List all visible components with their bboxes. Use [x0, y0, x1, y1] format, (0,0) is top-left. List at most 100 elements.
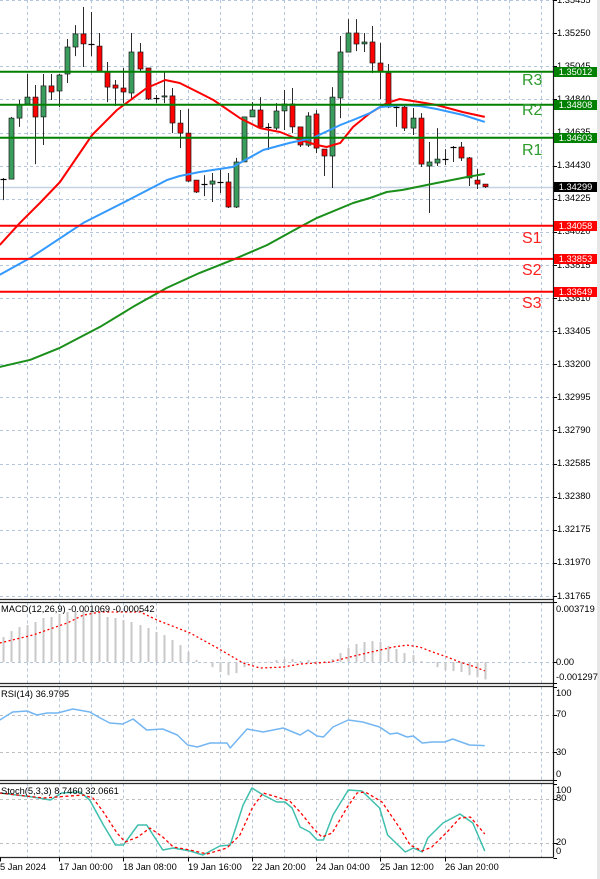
candle	[466, 157, 473, 186]
last-price-tag: 1.34299	[554, 181, 597, 192]
macd-panel[interactable]	[0, 602, 554, 684]
macd-bar	[259, 662, 262, 663]
macd-bar	[10, 631, 13, 663]
candle-body-bullish	[434, 158, 441, 164]
candle	[56, 74, 63, 108]
candle-body-bearish	[321, 148, 328, 157]
candle	[169, 88, 176, 134]
stoch-signal-line	[0, 791, 486, 855]
macd-bar	[403, 653, 406, 662]
candle-body-bearish	[289, 103, 296, 128]
window-right-edge	[597, 0, 600, 879]
candle	[193, 179, 200, 193]
candle-body-bullish	[161, 95, 168, 98]
price-axis-label: 1.31970	[557, 557, 591, 568]
macd-bar	[203, 662, 206, 664]
price-axis-label: 1.34225	[557, 193, 591, 204]
candle	[426, 142, 433, 213]
time-axis-label: 24 Jan 04:00	[316, 862, 370, 872]
price-panel[interactable]	[0, 0, 554, 600]
candle-body-bearish	[466, 157, 473, 179]
macd-bar	[484, 662, 487, 680]
candle	[233, 157, 240, 208]
candle-body-bearish	[418, 117, 425, 165]
price-axis-label: 1.35045	[557, 61, 591, 72]
candle-body-bullish	[40, 85, 47, 118]
candle-body-bearish	[313, 113, 320, 149]
price-axis-label: 1.34635	[557, 127, 591, 138]
macd-bar	[26, 625, 29, 663]
macd-bar	[171, 640, 174, 663]
candle-body-bearish	[225, 181, 232, 208]
macd-bar	[267, 661, 270, 663]
macd-bar	[163, 635, 166, 663]
price-plot-area[interactable]	[0, 0, 554, 600]
candle	[353, 19, 360, 52]
candle-body-bullish	[305, 115, 312, 146]
candle	[241, 116, 248, 163]
macd-bar	[187, 652, 190, 662]
stoch-main-line	[0, 787, 486, 856]
macd-axis-label: 0.00	[556, 656, 575, 667]
candle	[450, 146, 457, 162]
candle	[418, 113, 425, 167]
rsi-panel[interactable]	[0, 686, 554, 781]
macd-bar	[476, 662, 479, 678]
rsi-plot-area[interactable]	[0, 686, 554, 781]
candle-body-bearish	[104, 71, 111, 88]
level-label-r3: R3	[522, 72, 543, 89]
candle	[217, 168, 224, 193]
candle-body-bearish	[474, 179, 481, 185]
price-axis-label: 1.32175	[557, 524, 591, 535]
level-price-tag-r1: 1.34603	[554, 132, 597, 143]
candle	[257, 97, 264, 129]
candle	[321, 148, 328, 176]
candle	[201, 175, 208, 197]
price-axis-label: 1.33405	[557, 325, 591, 336]
candle	[369, 26, 376, 73]
macd-bar	[58, 613, 61, 662]
macd-panel-title: MACD(12,26,9) -0.001069 -0.000542	[1, 604, 155, 614]
price-axis-label: 1.34020	[557, 226, 591, 237]
stoch-panel-title: Stoch(5,3,3) 8.7460 32.0661	[1, 786, 119, 796]
candle	[145, 67, 152, 100]
time-axis-label: 25 Jan 12:00	[380, 862, 434, 872]
stoch-plot-area[interactable]	[0, 783, 554, 858]
macd-bar	[275, 660, 278, 662]
stoch-axis-label: 80	[556, 793, 567, 804]
candle	[442, 149, 449, 166]
level-label-s3: S3	[522, 295, 542, 312]
price-axis-label: 1.31765	[557, 590, 591, 601]
candle-body-bearish	[169, 95, 176, 124]
candle	[64, 39, 71, 83]
candle-body-bearish	[353, 32, 360, 45]
candle	[48, 74, 55, 100]
candle	[482, 183, 489, 188]
candle	[153, 95, 160, 104]
macd-bar	[50, 617, 53, 663]
candle	[474, 169, 481, 189]
macd-bar	[139, 625, 142, 663]
candle	[305, 112, 312, 147]
candle-body-bullish	[24, 96, 31, 105]
stoch-panel[interactable]	[0, 783, 554, 858]
macd-bar	[395, 649, 398, 663]
macd-bar	[331, 659, 334, 663]
candle-body-bearish	[257, 109, 264, 128]
macd-bar	[147, 628, 150, 663]
candle-body-bearish	[377, 62, 384, 72]
candle-body-bullish	[72, 33, 79, 48]
macd-bar	[235, 662, 238, 674]
time-axis-label: 5 Jan 2024	[0, 862, 47, 872]
macd-bar	[130, 622, 133, 662]
macd-bar	[82, 610, 85, 663]
macd-bar	[18, 627, 21, 662]
candle	[361, 33, 368, 52]
candle	[88, 12, 95, 57]
macd-bar	[420, 661, 423, 663]
candle	[137, 43, 144, 72]
candle	[177, 110, 184, 149]
macd-bar	[379, 642, 382, 662]
